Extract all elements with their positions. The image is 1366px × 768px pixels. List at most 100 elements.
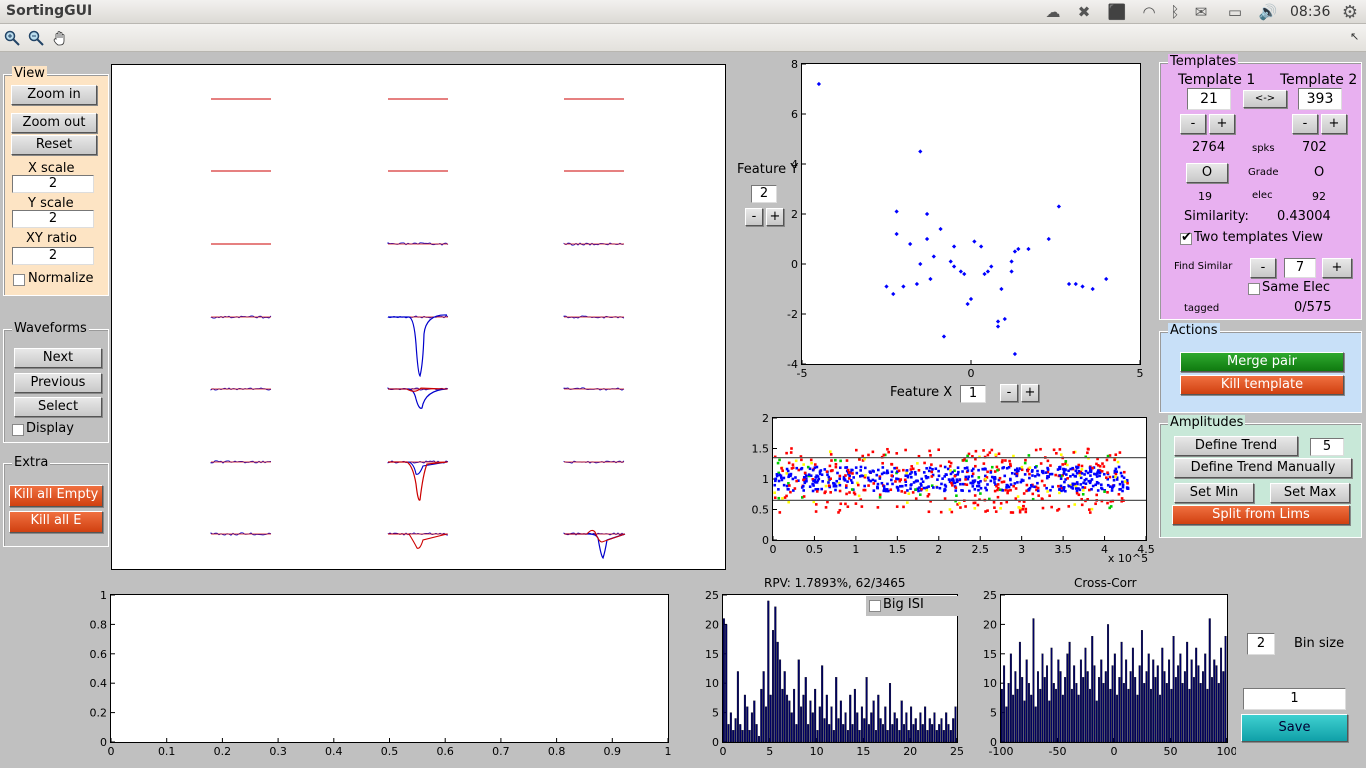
template-2-minus-button[interactable]: -: [1292, 114, 1318, 134]
feature-scatter[interactable]: -5 0 5 -4 -2 0 2 4 6 8: [780, 56, 1152, 382]
big-isi-checkbox[interactable]: [869, 600, 881, 612]
mail-icon[interactable]: ✉: [1194, 3, 1208, 21]
zoom-out-button[interactable]: Zoom out: [11, 113, 97, 133]
amplitude-point: [864, 474, 867, 477]
find-similar-plus-button[interactable]: +: [1322, 258, 1352, 278]
pan-icon[interactable]: [50, 28, 70, 48]
gear-icon[interactable]: ⚙: [1341, 1, 1359, 23]
template-1-input[interactable]: 21: [1187, 88, 1231, 110]
amplitude-point: [906, 474, 910, 478]
volume-icon[interactable]: 🔊: [1258, 3, 1278, 21]
kill-all-empty-button[interactable]: Kill all Empty: [9, 485, 103, 507]
dropbox-icon[interactable]: ✖: [1077, 3, 1091, 21]
wifi-icon[interactable]: ◠: [1142, 3, 1156, 21]
save-index-input[interactable]: 1: [1243, 688, 1346, 710]
kill-all-e-button[interactable]: Kill all E: [9, 511, 103, 533]
zoom-in-icon[interactable]: [2, 28, 22, 48]
clock[interactable]: 08:36: [1290, 4, 1331, 20]
histogram-bar: [1046, 665, 1049, 743]
histogram-bar: [1100, 659, 1103, 743]
split-from-lims-button[interactable]: Split from Lims: [1172, 505, 1350, 525]
histogram-bar: [858, 730, 861, 743]
histogram-bar: [952, 718, 955, 743]
amplitude-point: [1009, 511, 1013, 514]
dock-arrow-icon[interactable]: ↖: [1350, 30, 1360, 43]
y-scale-input[interactable]: 2: [12, 210, 94, 228]
y-tick-label: 5: [712, 707, 719, 720]
amplitude-point: [1020, 465, 1024, 469]
template-2-input[interactable]: 393: [1298, 88, 1342, 110]
update-icon[interactable]: ⬛: [1107, 3, 1127, 21]
find-similar-minus-button[interactable]: -: [1250, 258, 1276, 278]
feature-y-minus-button[interactable]: -: [745, 208, 763, 226]
template-1-minus-button[interactable]: -: [1180, 114, 1206, 134]
same-elec-checkbox[interactable]: [1248, 283, 1260, 295]
merge-pair-button[interactable]: Merge pair: [1180, 352, 1344, 372]
amplitude-point: [959, 506, 962, 509]
isi-histogram[interactable]: 0 5 10 15 20 25 0 5 10 15 20 25: [698, 588, 970, 760]
x-scale-input[interactable]: 2: [12, 175, 94, 193]
histogram-bar: [884, 706, 887, 743]
xy-ratio-input[interactable]: 2: [12, 247, 94, 265]
define-trend-button[interactable]: Define Trend: [1174, 436, 1298, 456]
big-isi-toggle[interactable]: Big ISI: [866, 596, 958, 616]
amplitude-point: [1106, 471, 1109, 474]
swap-templates-button[interactable]: <->: [1243, 90, 1287, 108]
scatter-point: [951, 244, 957, 249]
template-1-grade-button[interactable]: O: [1186, 163, 1228, 183]
normalize-checkbox[interactable]: [13, 274, 25, 286]
extra-title: Extra: [12, 455, 51, 471]
feature-x-input[interactable]: 1: [960, 385, 986, 403]
histogram-bar: [736, 671, 739, 743]
amplitude-point: [902, 505, 905, 509]
next-button[interactable]: Next: [14, 348, 102, 368]
bluetooth-icon[interactable]: ᛒ: [1170, 3, 1180, 21]
amplitude-point: [1000, 480, 1004, 484]
feature-x-plus-button[interactable]: +: [1021, 384, 1039, 402]
histogram-bar: [811, 712, 814, 743]
histogram-bar: [795, 724, 798, 743]
zoom-out-icon[interactable]: [26, 28, 46, 48]
zoom-in-button[interactable]: Zoom in: [11, 85, 97, 105]
crosscorr-histogram[interactable]: -100 -50 0 50 100 0 5 10 15 20 25: [974, 588, 1236, 760]
cloud-icon[interactable]: ☁: [1045, 3, 1061, 21]
previous-button[interactable]: Previous: [14, 373, 102, 393]
two-templates-checkbox[interactable]: [1180, 230, 1192, 245]
display-checkbox[interactable]: [12, 424, 24, 436]
set-max-button[interactable]: Set Max: [1270, 483, 1350, 503]
amplitude-point: [898, 479, 902, 483]
view-title: View: [12, 66, 47, 82]
empty-axes[interactable]: 0 0.1 0.2 0.3 0.4 0.5 0.6 0.7 0.8 0.9 1 0 0.2 0.4 0.6 0…: [90, 588, 682, 760]
set-min-button[interactable]: Set Min: [1174, 483, 1254, 503]
find-similar-input[interactable]: 7: [1284, 258, 1316, 278]
template-1-plus-button[interactable]: +: [1209, 114, 1235, 134]
kill-template-button[interactable]: Kill template: [1180, 375, 1344, 395]
select-button[interactable]: Select: [14, 397, 102, 417]
histogram-bar: [912, 724, 915, 743]
scatter-point: [989, 264, 994, 269]
template-2-plus-button[interactable]: +: [1321, 114, 1347, 134]
amplitude-scatter[interactable]: 0 0.5 1 1.5 2 2.5 3 3.5 4 4.5 0 0.5 1 1.5 2 x 10^5: [750, 410, 1160, 570]
feature-y-plus-button[interactable]: +: [766, 208, 784, 226]
trend-input[interactable]: 5: [1310, 438, 1344, 456]
histogram-bar: [935, 730, 938, 743]
define-trend-manually-button[interactable]: Define Trend Manually: [1174, 458, 1352, 478]
histogram-bar: [830, 706, 833, 743]
bin-size-input[interactable]: 2: [1247, 633, 1275, 655]
amplitude-point: [824, 484, 828, 488]
reset-button[interactable]: Reset: [11, 135, 97, 155]
amplitude-point: [778, 458, 781, 462]
amplitude-point: [1044, 471, 1048, 474]
amplitude-point: [955, 494, 958, 498]
amplitude-point: [1095, 462, 1098, 466]
amplitude-point: [1091, 466, 1094, 470]
y-tick-label: 15: [983, 648, 997, 661]
waveform-grid[interactable]: [111, 64, 727, 571]
histogram-bar: [804, 677, 807, 743]
y-tick-label: 20: [983, 618, 997, 631]
save-button[interactable]: Save: [1241, 714, 1348, 742]
feature-y-input[interactable]: 2: [751, 185, 777, 203]
feature-x-minus-button[interactable]: -: [1000, 384, 1018, 402]
amplitude-point: [1018, 499, 1021, 503]
battery-icon[interactable]: ▭: [1227, 3, 1243, 21]
